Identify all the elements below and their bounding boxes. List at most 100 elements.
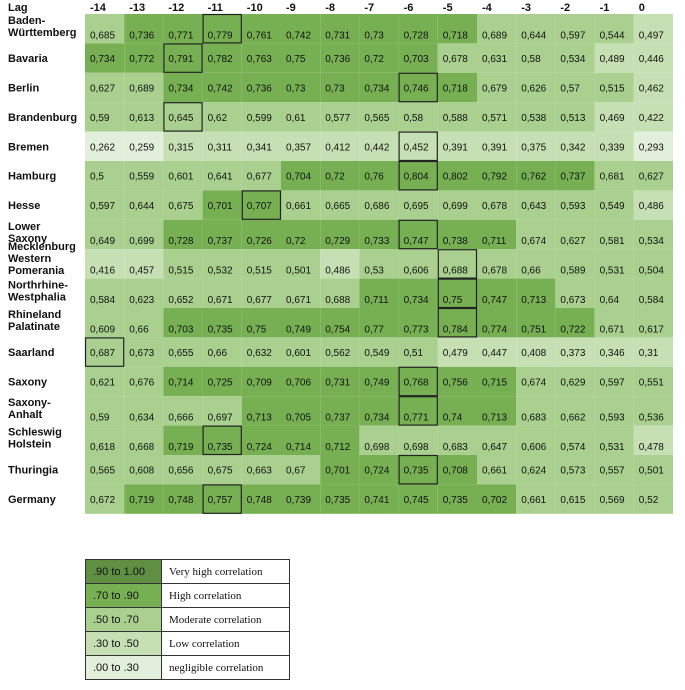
cell-value: 0,373	[560, 348, 585, 359]
heatmap-cell	[124, 308, 164, 338]
cell-value: 0,688	[325, 295, 350, 306]
heatmap-cell	[124, 190, 164, 220]
heatmap-cell	[281, 278, 321, 308]
heatmap-cell	[281, 43, 321, 73]
heatmap-cell	[124, 14, 164, 44]
heatmap-cell	[398, 249, 438, 279]
cell-value: 0,315	[168, 142, 193, 153]
cell-value: 0,738	[443, 236, 468, 247]
cell-value: 0,685	[90, 30, 115, 41]
heatmap-cell	[594, 43, 634, 73]
column-header: -13	[129, 2, 145, 14]
legend-entry: .70 to .90 High correlation	[85, 583, 290, 608]
heatmap-cell	[398, 219, 438, 250]
heatmap-cell	[241, 43, 281, 73]
legend-entry: .50 to .70 Moderate correlation	[85, 607, 290, 632]
heatmap-cell	[359, 102, 399, 132]
heatmap-cell	[594, 249, 634, 279]
cell-value: 0,662	[560, 413, 585, 424]
heatmap-cell	[555, 425, 595, 455]
heatmap-cell	[320, 308, 360, 338]
cell-value: 0,66	[129, 324, 149, 335]
heatmap-cell	[555, 161, 595, 191]
heatmap-cell	[633, 337, 673, 367]
cell-value: 0,442	[364, 142, 389, 153]
cell-value: 0,562	[325, 348, 350, 359]
heatmap-cell	[202, 131, 242, 161]
cell-value: 0,599	[247, 113, 272, 124]
cell-value: 0,549	[600, 201, 625, 212]
heatmap-cell	[437, 337, 477, 367]
heatmap-cell	[320, 425, 360, 455]
cell-value: 0,734	[364, 413, 389, 424]
peak-highlight-box	[163, 102, 203, 132]
cell-value: 0,75	[443, 295, 463, 306]
cell-value: 0,763	[247, 54, 272, 65]
column-header: -3	[521, 2, 531, 14]
cell-value: 0,75	[247, 324, 267, 335]
cell-value: 0,687	[90, 348, 115, 359]
cell-value: 0,626	[521, 84, 546, 95]
heatmap-cell	[281, 102, 321, 132]
heatmap-cell	[555, 43, 595, 73]
heatmap-cell	[320, 278, 360, 308]
cell-value: 0,534	[560, 54, 585, 65]
heatmap-cell	[202, 249, 242, 279]
heatmap-cell	[320, 396, 360, 426]
row-label-cell	[0, 190, 85, 220]
cell-value: 0,74	[443, 413, 463, 424]
cell-value: 0,678	[482, 201, 507, 212]
cell-value: 0,589	[560, 266, 585, 277]
heatmap-cell	[594, 161, 634, 191]
heatmap-cell	[124, 455, 164, 485]
cell-value: 0,722	[560, 324, 585, 335]
cell-value: 0,771	[168, 30, 193, 41]
heatmap-cell	[633, 190, 673, 220]
cell-value: 0,72	[325, 172, 345, 183]
cell-value: 0,581	[600, 236, 625, 247]
heatmap-cell	[320, 219, 360, 250]
heatmap-cell	[124, 425, 164, 455]
cell-value: 0,513	[560, 113, 585, 124]
cell-value: 0,627	[639, 172, 664, 183]
heatmap-cell	[202, 396, 242, 426]
heatmap-cell	[359, 366, 399, 397]
heatmap-cell	[320, 455, 360, 485]
heatmap-cell	[516, 102, 556, 132]
cell-value: 0,728	[404, 30, 429, 41]
heatmap-cell	[281, 366, 321, 397]
row-label: Rhineland	[8, 309, 61, 321]
heatmap-cell	[398, 72, 438, 103]
cell-value: 0,62	[208, 113, 228, 124]
heatmap-cell	[202, 484, 242, 514]
cell-value: 0,597	[560, 30, 585, 41]
heatmap-highlight-boxes	[84, 13, 478, 514]
cell-value: 0,76	[364, 172, 384, 183]
cell-value: 0,747	[482, 295, 507, 306]
heatmap-cell	[202, 425, 242, 455]
cell-value: 0,728	[168, 236, 193, 247]
row-label: Saxony-	[8, 397, 51, 409]
heatmap-cell	[437, 190, 477, 220]
heatmap-cell	[516, 455, 556, 485]
legend-swatch: .70 to .90	[85, 583, 162, 608]
legend-description: negligible correlation	[161, 655, 290, 680]
heatmap-cell	[477, 337, 517, 367]
cell-value: 0,574	[560, 442, 585, 453]
cell-value: 0,531	[600, 266, 625, 277]
legend-description: Low correlation	[161, 631, 290, 656]
heatmap-cell	[124, 43, 164, 73]
heatmap-cell	[359, 425, 399, 455]
cell-value: 0,565	[364, 113, 389, 124]
heatmap-cell	[320, 366, 360, 397]
heatmap-cell	[281, 14, 321, 44]
peak-highlight-box	[241, 190, 282, 220]
heatmap-cell	[202, 14, 242, 44]
row-label-cell	[0, 219, 85, 250]
heatmap-cell	[477, 131, 517, 161]
heatmap-cell	[320, 249, 360, 279]
cell-value: 0,678	[482, 266, 507, 277]
cell-value: 0,623	[129, 295, 154, 306]
cell-value: 0,707	[247, 201, 272, 212]
heatmap-cell	[516, 396, 556, 426]
